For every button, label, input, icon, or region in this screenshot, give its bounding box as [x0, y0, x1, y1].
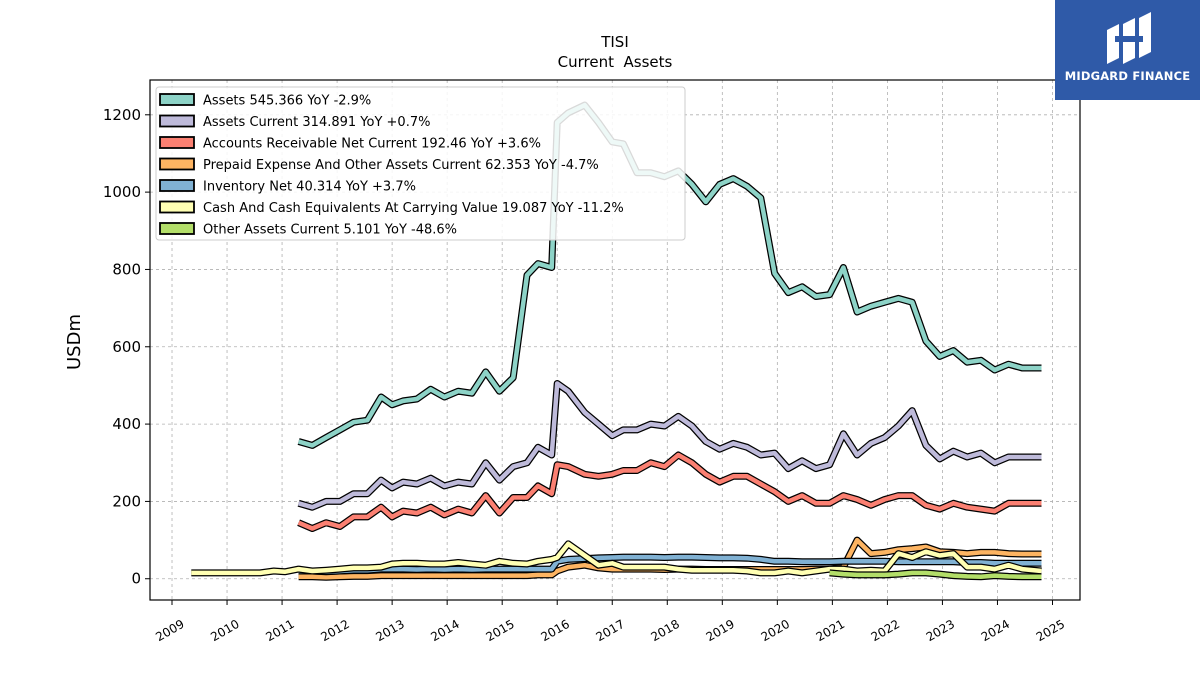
- y-tick-label: 1000: [103, 183, 141, 201]
- legend-entry: Accounts Receivable Net Current 192.46 Y…: [203, 137, 541, 152]
- x-tick-label: 2010: [208, 617, 241, 644]
- chart-title: TISI: [600, 33, 629, 51]
- x-tick-label: 2023: [924, 617, 957, 644]
- brand-mark-icon: [1107, 12, 1151, 64]
- legend-swatch: [159, 222, 195, 235]
- series-line: [298, 554, 1042, 575]
- y-tick-label: 800: [112, 260, 141, 278]
- legend-entry: Assets Current 314.891 YoY +0.7%: [203, 115, 430, 130]
- y-tick-label: 0: [131, 570, 141, 588]
- series-line: [829, 570, 1042, 580]
- x-tick-label: 2018: [649, 617, 682, 644]
- x-tick-label: 2020: [759, 617, 792, 644]
- x-tick-label: 2021: [814, 617, 847, 644]
- legend-entry: Prepaid Expense And Other Assets Current…: [203, 158, 599, 173]
- x-tick-label: 2024: [979, 617, 1012, 644]
- legend-swatch: [159, 157, 195, 171]
- legend-swatch: [159, 200, 195, 214]
- y-tick-label: 600: [112, 338, 141, 356]
- series-line-outline: [297, 451, 1042, 532]
- legend-entry: Cash And Cash Equivalents At Carrying Va…: [203, 201, 624, 216]
- x-tick-label: 2016: [538, 617, 571, 644]
- y-tick-label: 200: [112, 492, 141, 510]
- brand-logo: MIDGARD FINANCE: [1055, 0, 1200, 100]
- y-tick-label: 400: [112, 415, 141, 433]
- x-tick-label: 2014: [428, 617, 461, 644]
- series-line: [191, 541, 1042, 576]
- x-tick-label: 2012: [318, 617, 351, 644]
- x-tick-label: 2022: [869, 617, 902, 644]
- x-tick-label: 2017: [594, 617, 627, 644]
- y-axis-label: USDm: [64, 314, 85, 370]
- legend: Assets 545.366 YoY -2.9% Assets Current 3…: [155, 86, 686, 241]
- legend-swatch: [159, 93, 195, 106]
- x-tick-label: 2013: [373, 617, 406, 644]
- legend-entry: Other Assets Current 5.101 YoY -48.6%: [203, 223, 457, 238]
- chart-subtitle: Current Assets: [558, 53, 673, 71]
- legend-entry: Assets 545.366 YoY -2.9%: [203, 94, 371, 109]
- x-tick-label: 2015: [483, 617, 516, 644]
- legend-box: [155, 86, 686, 241]
- series-line: [297, 381, 1042, 510]
- plot-frame: [149, 79, 1081, 601]
- legend-entry: Inventory Net 40.314 YoY +3.7%: [203, 180, 416, 195]
- legend-swatch: [159, 114, 195, 128]
- y-tick-label: 1200: [103, 106, 141, 124]
- legend-swatch: [159, 179, 195, 192]
- x-tick-label: 2019: [704, 617, 737, 644]
- x-tick-label: 2009: [153, 617, 186, 644]
- x-tick-label: 2011: [263, 617, 296, 644]
- brand-name: MIDGARD FINANCE: [1064, 69, 1191, 83]
- x-tick-label: 2025: [1034, 617, 1067, 644]
- legend-swatch: [159, 136, 195, 149]
- series-line: [297, 452, 1042, 531]
